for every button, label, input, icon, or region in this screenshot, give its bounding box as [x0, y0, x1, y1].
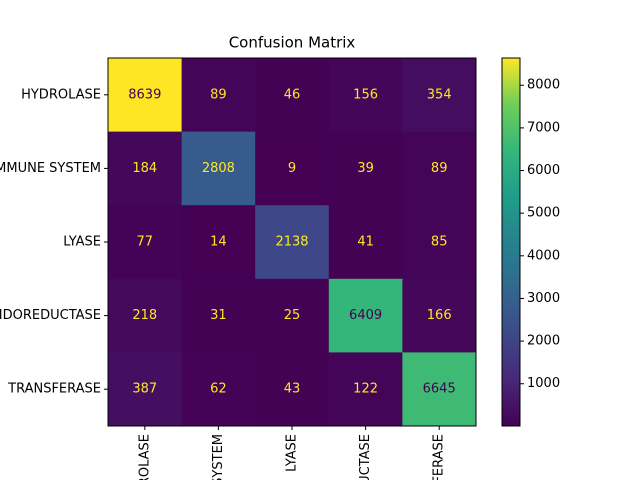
cell-label: 354	[427, 87, 452, 102]
colorbar-tick-label: 5000	[527, 206, 560, 221]
y-tick-label: HYDROLASE	[21, 87, 101, 102]
colorbar-tick-label: 4000	[527, 248, 560, 263]
heatmap-cell	[108, 352, 183, 427]
heatmap-cell	[328, 205, 403, 280]
heatmap-cell	[402, 131, 477, 206]
cell-label: 387	[132, 382, 157, 397]
x-tick-label: LYASE	[285, 434, 300, 472]
heatmap-cell	[402, 58, 477, 133]
heatmap-cell	[402, 352, 477, 427]
heatmap-cell	[181, 278, 256, 353]
cell-label: 14	[210, 235, 227, 250]
y-tick-label: LYASE	[63, 235, 101, 250]
colorbar-tick-label: 2000	[527, 334, 560, 349]
cell-label: 122	[353, 382, 378, 397]
heatmap-cell	[255, 278, 330, 353]
heatmap-cell	[181, 352, 256, 427]
heatmap-cell	[181, 131, 256, 206]
heatmap-cell	[328, 278, 403, 353]
heatmap-cell	[181, 205, 256, 280]
heatmap-cell	[255, 205, 330, 280]
heatmap-cell	[108, 278, 183, 353]
heatmap-cell	[255, 352, 330, 427]
colorbar-tick-label: 6000	[527, 163, 560, 178]
x-tick-label: TRANSFERASE	[432, 434, 447, 480]
cell-label: 6409	[349, 308, 382, 323]
x-tick-label: IMMUNE SYSTEM	[211, 434, 226, 480]
x-tick-label: OXIDOREDUCTASE	[358, 434, 373, 480]
colorbar-tick-label: 7000	[527, 120, 560, 135]
colorbar-tick-label: 8000	[527, 78, 560, 93]
cell-label: 2808	[202, 161, 235, 176]
chart-title: Confusion Matrix	[229, 34, 356, 52]
heatmap-cell	[328, 352, 403, 427]
y-tick-label: IMMUNE SYSTEM	[0, 161, 101, 176]
cell-label: 2138	[275, 235, 308, 250]
heatmap-cell	[328, 58, 403, 133]
cell-label: 8639	[128, 87, 161, 102]
cell-label: 166	[427, 308, 452, 323]
cell-label: 62	[210, 382, 227, 397]
heatmap-cell	[402, 278, 477, 353]
cell-label: 218	[132, 308, 157, 323]
y-tick-label: TRANSFERASE	[7, 382, 101, 397]
x-tick-label: HYDROLASE	[137, 434, 152, 480]
colorbar	[501, 57, 521, 427]
cell-label: 156	[353, 87, 378, 102]
heatmap-cell	[255, 58, 330, 133]
cell-label: 77	[137, 235, 154, 250]
heatmap-cell	[181, 58, 256, 133]
cell-label: 46	[284, 87, 301, 102]
y-tick-label: OXIDOREDUCTASE	[0, 308, 101, 323]
cell-label: 184	[132, 161, 157, 176]
colorbar-tick-label: 1000	[527, 376, 560, 391]
heatmap-cell	[108, 58, 183, 133]
cell-label: 6645	[423, 382, 456, 397]
cell-label: 9	[288, 161, 296, 176]
cell-label: 39	[357, 161, 374, 176]
heatmap-cell	[402, 205, 477, 280]
cell-label: 43	[284, 382, 301, 397]
cell-label: 31	[210, 308, 227, 323]
colorbar-tick-label: 3000	[527, 291, 560, 306]
cell-label: 85	[431, 235, 448, 250]
cell-label: 89	[210, 87, 227, 102]
heatmap-cell	[108, 205, 183, 280]
cell-label: 41	[357, 235, 374, 250]
heatmap-cell	[328, 131, 403, 206]
cell-label: 25	[284, 308, 301, 323]
heatmap-cell	[108, 131, 183, 206]
cell-label: 89	[431, 161, 448, 176]
heatmap-cell	[255, 131, 330, 206]
